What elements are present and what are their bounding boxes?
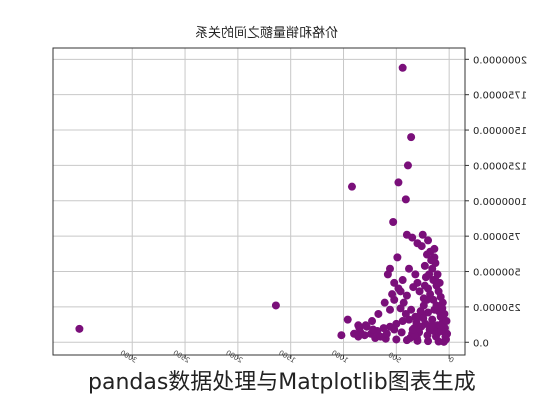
scatter-point xyxy=(401,195,410,204)
scatter-point xyxy=(398,63,407,72)
scatter-point xyxy=(420,281,429,290)
scatter-point xyxy=(393,253,402,262)
scatter-point xyxy=(385,305,394,314)
scatter-point xyxy=(420,261,429,270)
y-tick-label: 1000000.0 xyxy=(473,197,527,208)
scatter-point xyxy=(376,332,385,341)
scatter-point xyxy=(424,236,433,245)
scatter-point xyxy=(390,278,399,287)
scatter-point xyxy=(389,218,398,227)
page-caption: pandas数据处理与Matplotlib图表生成 xyxy=(88,370,476,395)
scatter-point xyxy=(430,244,439,253)
scatter-point xyxy=(427,256,436,265)
scatter-point xyxy=(419,294,428,303)
y-tick-label: 250000.0 xyxy=(473,303,521,314)
scatter-point xyxy=(415,287,424,296)
scatter-point xyxy=(380,298,389,307)
scatter-point xyxy=(271,301,280,310)
scatter-point xyxy=(419,314,428,323)
data-points xyxy=(75,63,452,346)
scatter-point xyxy=(388,290,397,299)
scatter-point xyxy=(355,324,364,333)
scatter-point xyxy=(417,242,426,251)
y-tick-label: 1250000.0 xyxy=(473,161,527,172)
scatter-point xyxy=(385,264,394,273)
x-tick-label: 0 xyxy=(447,356,455,365)
x-tick-label: 3000 xyxy=(119,349,138,365)
scatter-point xyxy=(405,264,414,273)
scatter-point xyxy=(436,321,445,330)
x-tick-label: 500 xyxy=(387,351,403,365)
scatter-point xyxy=(418,230,427,239)
scatter-point xyxy=(337,331,346,340)
scatter-point xyxy=(343,315,352,324)
x-tick-label: 1000 xyxy=(330,349,349,365)
scatter-point xyxy=(441,332,450,341)
scatter-point xyxy=(423,331,432,340)
scatter-point xyxy=(390,325,399,334)
scatter-point xyxy=(425,270,434,279)
scatter-point xyxy=(442,317,451,326)
y-ticks: 0.0 250000.0 500000.0 750000.0 1000000.0 1250… xyxy=(465,55,527,349)
scatter-point xyxy=(369,325,378,334)
scatter-point xyxy=(424,308,433,317)
scatter-point xyxy=(398,317,407,326)
scatter-point xyxy=(382,329,391,338)
scatter-point xyxy=(407,305,416,314)
scatter-point xyxy=(411,270,420,279)
x-ticks: 3000 2500 2000 1500 1000 500 0 xyxy=(119,349,455,365)
x-tick-label: 2000 xyxy=(224,349,243,365)
scatter-point xyxy=(422,250,431,259)
scatter-point xyxy=(408,325,417,334)
scatter-point xyxy=(368,317,377,326)
scatter-point xyxy=(75,324,84,333)
scatter-point xyxy=(374,309,383,318)
scatter-point xyxy=(398,276,407,285)
scatter-point xyxy=(424,337,433,346)
y-tick-label: 500000.0 xyxy=(473,268,521,279)
scatter-point xyxy=(407,133,416,142)
scatter-point xyxy=(435,278,444,287)
scatter-point xyxy=(394,178,403,187)
scatter-point xyxy=(392,335,401,344)
scatter-point xyxy=(347,182,356,191)
y-tick-label: 0.0 xyxy=(473,338,489,349)
y-tick-label: 750000.0 xyxy=(473,232,521,243)
scatter-point xyxy=(402,230,411,239)
scatter-point xyxy=(438,304,447,313)
scatter-point xyxy=(397,328,406,337)
x-tick-label: 1500 xyxy=(277,349,296,365)
plot-frame xyxy=(52,47,466,356)
grid-lines xyxy=(53,48,465,355)
x-tick-label: 2500 xyxy=(172,349,191,365)
scatter-point xyxy=(402,291,411,300)
scatter-point xyxy=(350,329,359,338)
scatter-point xyxy=(409,283,418,292)
y-tick-label: 1500000.0 xyxy=(473,126,527,137)
scatter-point xyxy=(396,287,405,296)
y-tick-label: 2000000.0 xyxy=(473,55,527,66)
scatter-point xyxy=(403,161,412,170)
y-tick-label: 1750000.0 xyxy=(473,91,527,102)
chart-title: 价格和销量额之间的关系 xyxy=(195,26,339,41)
scatter-point xyxy=(361,321,370,330)
scatter-point xyxy=(399,298,408,307)
